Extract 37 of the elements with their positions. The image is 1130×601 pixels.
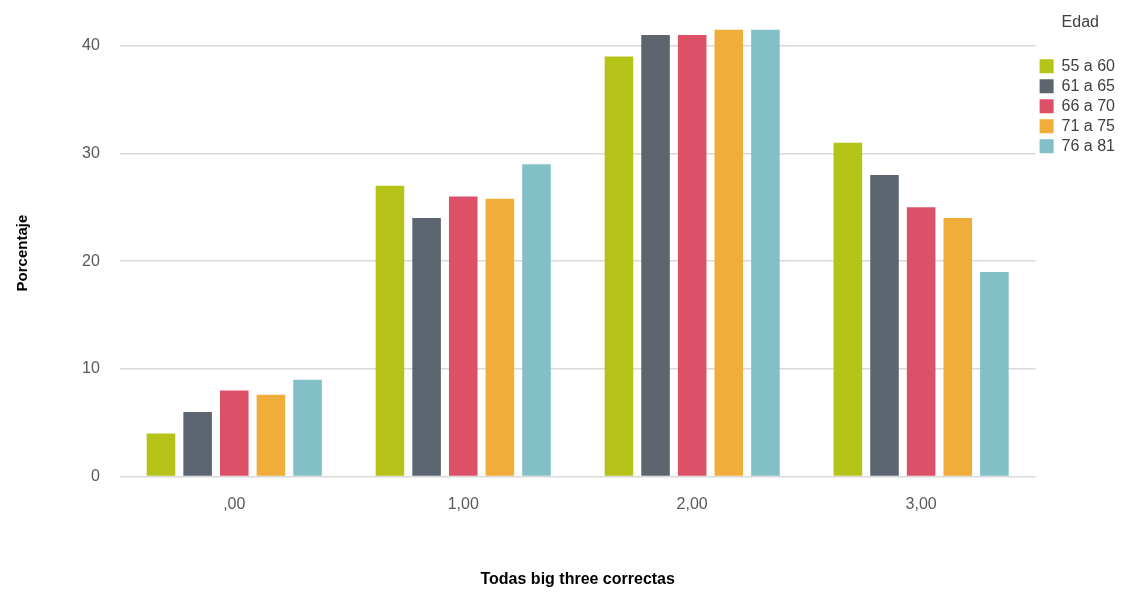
bar	[293, 379, 322, 476]
bar	[256, 394, 286, 476]
bar	[833, 142, 863, 476]
bar	[485, 198, 515, 476]
y-tick-label: 0	[90, 467, 100, 485]
bar	[906, 207, 936, 476]
bar	[448, 196, 478, 476]
legend-label: 66 a 70	[1061, 96, 1116, 114]
bar	[641, 34, 670, 476]
bar	[183, 411, 212, 476]
bar	[943, 218, 973, 476]
x-tick-label: 3,00	[905, 494, 937, 512]
bar	[870, 175, 899, 476]
legend-label: 55 a 60	[1061, 56, 1116, 74]
legend-label: 76 a 81	[1061, 136, 1116, 154]
bar	[412, 218, 441, 476]
legend-label: 71 a 75	[1061, 116, 1116, 134]
y-tick-label: 10	[82, 359, 100, 377]
x-tick-label: 2,00	[676, 494, 708, 512]
bar	[980, 271, 1009, 476]
y-axis-title: Porcentaje	[13, 214, 31, 292]
bar	[219, 390, 249, 476]
y-tick-label: 40	[82, 36, 100, 54]
legend-title: Edad	[1061, 13, 1099, 31]
bar	[751, 29, 780, 476]
bar	[714, 29, 744, 476]
legend-label: 61 a 65	[1061, 76, 1116, 94]
bar	[522, 164, 551, 476]
bar	[375, 185, 405, 476]
x-tick-label: ,00	[223, 494, 246, 512]
y-tick-label: 20	[82, 251, 100, 269]
bar	[677, 34, 707, 476]
y-tick-label: 30	[82, 143, 100, 161]
bar	[604, 56, 634, 476]
x-tick-label: 1,00	[447, 494, 479, 512]
x-axis-title: Todas big three correctas	[480, 569, 676, 587]
bar	[146, 433, 176, 476]
